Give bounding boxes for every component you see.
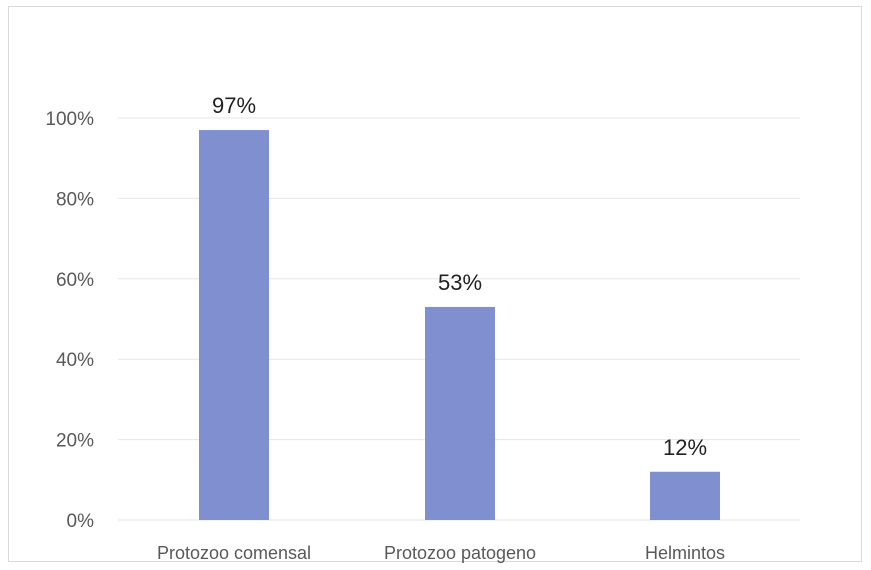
category-label: Protozoo comensal <box>157 543 311 563</box>
data-labels: 97% 53% 12% <box>212 93 707 460</box>
bar <box>199 130 269 520</box>
data-label: 97% <box>212 93 256 118</box>
y-tick-label: 0% <box>67 511 95 532</box>
y-tick-label: 40% <box>56 350 94 371</box>
category-label: Protozoo patogeno <box>384 543 536 563</box>
bars <box>199 130 720 520</box>
x-axis-category-labels: Protozoo comensal Protozoo patogeno Helmin… <box>157 543 725 563</box>
y-tick-label: 100% <box>45 109 94 130</box>
bar <box>425 306 495 520</box>
data-label: 53% <box>438 270 482 295</box>
y-tick-label: 20% <box>56 431 94 452</box>
bar <box>650 471 720 520</box>
y-tick-label: 60% <box>56 270 94 291</box>
y-axis-tick-labels: 0% 20% 40% 60% 80% 100% <box>45 109 94 532</box>
category-label: Helmintos <box>645 543 725 563</box>
y-tick-label: 80% <box>56 189 94 210</box>
data-label: 12% <box>663 435 707 460</box>
